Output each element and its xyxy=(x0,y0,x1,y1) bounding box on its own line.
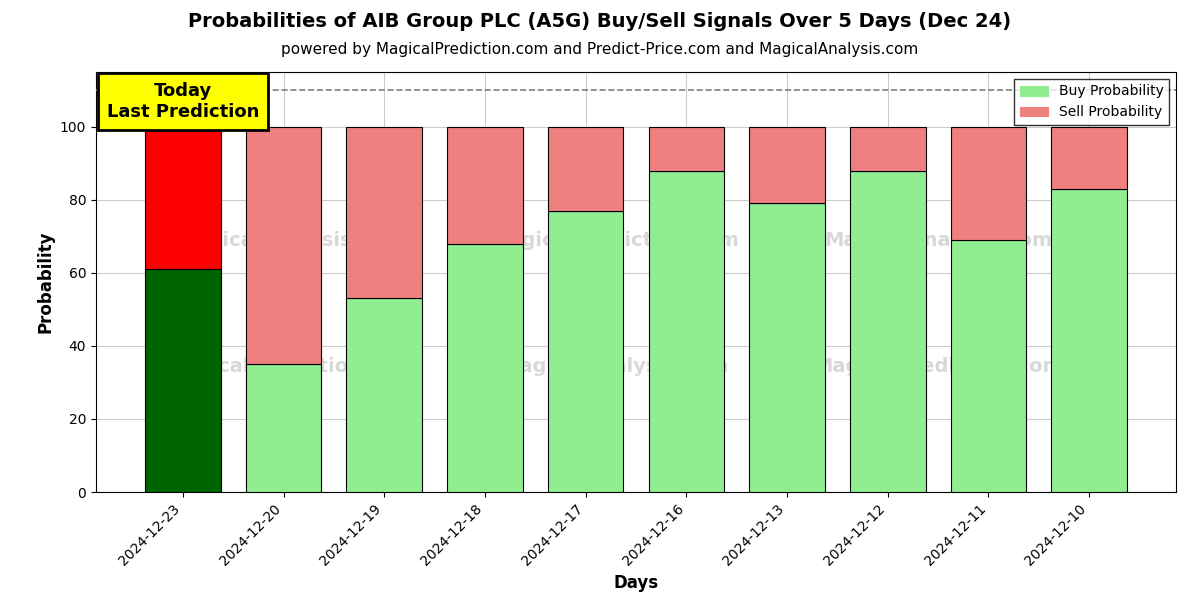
Text: MagicalAnalysis.com: MagicalAnalysis.com xyxy=(500,356,728,376)
Bar xyxy=(648,170,724,492)
Text: Today
Last Prediction: Today Last Prediction xyxy=(107,82,259,121)
Bar xyxy=(749,203,824,492)
Bar xyxy=(749,127,824,203)
Bar xyxy=(850,170,925,492)
Bar xyxy=(548,127,624,211)
Bar xyxy=(145,127,221,269)
X-axis label: Days: Days xyxy=(613,574,659,592)
Text: MagicalPrediction.com: MagicalPrediction.com xyxy=(166,356,415,376)
Bar xyxy=(648,127,724,170)
Text: MagicalAnalysis.com: MagicalAnalysis.com xyxy=(824,230,1052,250)
Text: MagicalAnalysis.com: MagicalAnalysis.com xyxy=(176,230,404,250)
Legend: Buy Probability, Sell Probability: Buy Probability, Sell Probability xyxy=(1014,79,1169,125)
Text: Probabilities of AIB Group PLC (A5G) Buy/Sell Signals Over 5 Days (Dec 24): Probabilities of AIB Group PLC (A5G) Buy… xyxy=(188,12,1012,31)
Bar xyxy=(1051,127,1127,189)
Bar xyxy=(950,127,1026,240)
Bar xyxy=(448,244,523,492)
Text: MagicalPrediction.com: MagicalPrediction.com xyxy=(814,356,1063,376)
Bar xyxy=(850,127,925,170)
Text: MagicalPrediction.com: MagicalPrediction.com xyxy=(490,230,739,250)
Bar xyxy=(145,269,221,492)
Bar xyxy=(246,364,322,492)
Bar xyxy=(548,211,624,492)
Bar xyxy=(1051,189,1127,492)
Text: powered by MagicalPrediction.com and Predict-Price.com and MagicalAnalysis.com: powered by MagicalPrediction.com and Pre… xyxy=(281,42,919,57)
Bar xyxy=(448,127,523,244)
Bar xyxy=(347,298,422,492)
Bar xyxy=(347,127,422,298)
Bar xyxy=(246,127,322,364)
Y-axis label: Probability: Probability xyxy=(36,231,54,333)
Bar xyxy=(950,240,1026,492)
